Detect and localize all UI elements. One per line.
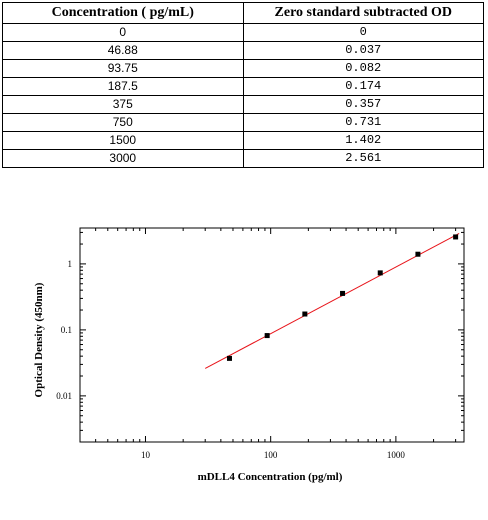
cell-concentration: 750	[2, 113, 244, 132]
cell-od: 0	[242, 23, 484, 42]
table-row: 3000 2.561	[2, 149, 484, 168]
cell-od: 0.037	[242, 41, 484, 60]
plot-layer: 10 100 1000 0.01 0.1 1	[56, 227, 465, 460]
cell-concentration: 0	[2, 23, 244, 42]
cell-od: 1.402	[242, 131, 484, 150]
plot-frame	[79, 227, 465, 443]
x-axis-label: mDLL4 Concentration (pg/ml)	[198, 471, 343, 483]
data-point	[226, 355, 232, 361]
header-od: Zero standard subtracted OD	[242, 2, 484, 24]
data-point	[453, 234, 459, 240]
chart-container: 10 100 1000 0.01 0.1 1 mDLL4 Concentration (p…	[0, 210, 488, 510]
standard-curve-chart: 10 100 1000 0.01 0.1 1 mDLL4 Concentration (p…	[33, 227, 465, 483]
cell-concentration: 1500	[2, 131, 244, 150]
cell-od: 0.082	[242, 59, 484, 78]
table-row: 187.5 0.174	[2, 77, 484, 96]
cell-od: 0.357	[242, 95, 484, 114]
cell-od: 2.561	[242, 149, 484, 168]
x-tick-label: 1000	[387, 450, 406, 460]
data-point	[302, 311, 308, 317]
table-row: 375 0.357	[2, 95, 484, 114]
x-tick-label: 10	[141, 450, 151, 460]
table-row: 93.75 0.082	[2, 59, 484, 78]
table-row: 1500 1.402	[2, 131, 484, 150]
header-concentration: Concentration ( pg/mL)	[2, 2, 244, 24]
fit-line	[204, 232, 460, 369]
table-row: 0 0	[2, 23, 484, 42]
y-tick-label: 0.1	[61, 325, 72, 335]
cell-concentration: 3000	[2, 149, 244, 168]
cell-concentration: 46.88	[2, 41, 244, 60]
cell-concentration: 187.5	[2, 77, 244, 96]
table-header-row: Concentration ( pg/mL) Zero standard sub…	[2, 2, 484, 24]
x-tick-label: 100	[264, 450, 278, 460]
cell-concentration: 93.75	[2, 59, 244, 78]
data-point	[415, 251, 421, 257]
data-table-container: Concentration ( pg/mL) Zero standard sub…	[2, 2, 484, 168]
cell-concentration: 375	[2, 95, 244, 114]
data-table: Concentration ( pg/mL) Zero standard sub…	[2, 2, 484, 168]
table-row: 46.88 0.037	[2, 41, 484, 60]
data-point	[340, 290, 346, 296]
data-point	[264, 333, 270, 339]
cell-od: 0.731	[242, 113, 484, 132]
data-point	[377, 270, 383, 276]
cell-od: 0.174	[242, 77, 484, 96]
y-tick-label: 0.01	[56, 391, 72, 401]
y-tick-label: 1	[68, 259, 73, 269]
y-axis-label: Optical Density (450nm)	[33, 282, 45, 397]
table-row: 750 0.731	[2, 113, 484, 132]
